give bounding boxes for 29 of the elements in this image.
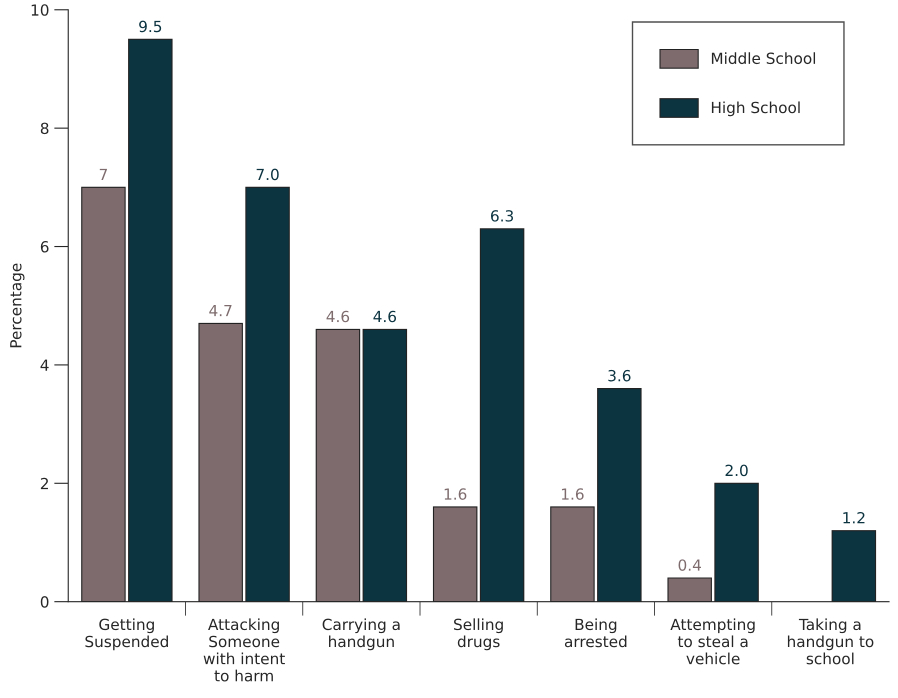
x-tick-label: Getting Suspended <box>85 618 168 650</box>
data-label: 4.6 <box>326 310 350 322</box>
y-tick-label: 2 <box>40 478 48 490</box>
x-tick-label: Being arrested <box>564 618 626 648</box>
data-label: 4.6 <box>373 310 396 322</box>
data-label: 6.3 <box>491 210 514 222</box>
x-tick-label: Carrying a handgun <box>322 618 400 650</box>
y-tick-label: 6 <box>40 241 49 253</box>
data-label: 1.6 <box>562 488 584 500</box>
data-label: 7 <box>100 168 107 180</box>
legend-label: High School <box>712 101 800 116</box>
data-label: 4.7 <box>209 305 232 316</box>
y-axis-title: Percentage <box>10 264 24 348</box>
data-label: 1.6 <box>444 488 466 500</box>
data-label: 1.2 <box>843 512 864 524</box>
data-label: 9.5 <box>139 20 162 32</box>
x-tick-label: Attempting to steal a vehicle <box>670 618 755 664</box>
y-tick-label: 8 <box>40 122 48 134</box>
y-tick-label: 0 <box>40 596 48 608</box>
y-tick-label: 4 <box>40 360 49 371</box>
y-tick-label: 10 <box>32 4 48 16</box>
x-tick-label: Attacking Someone with intent to harm <box>204 618 285 682</box>
legend-label: Middle School <box>712 52 816 64</box>
x-tick-label: Taking a handgun to school <box>788 618 874 664</box>
data-label: 2.0 <box>726 464 748 476</box>
data-label: 3.6 <box>608 370 631 382</box>
data-label: 0.4 <box>678 559 701 571</box>
x-tick-label: Selling drugs <box>454 618 503 650</box>
data-label: 7.0 <box>256 168 279 180</box>
